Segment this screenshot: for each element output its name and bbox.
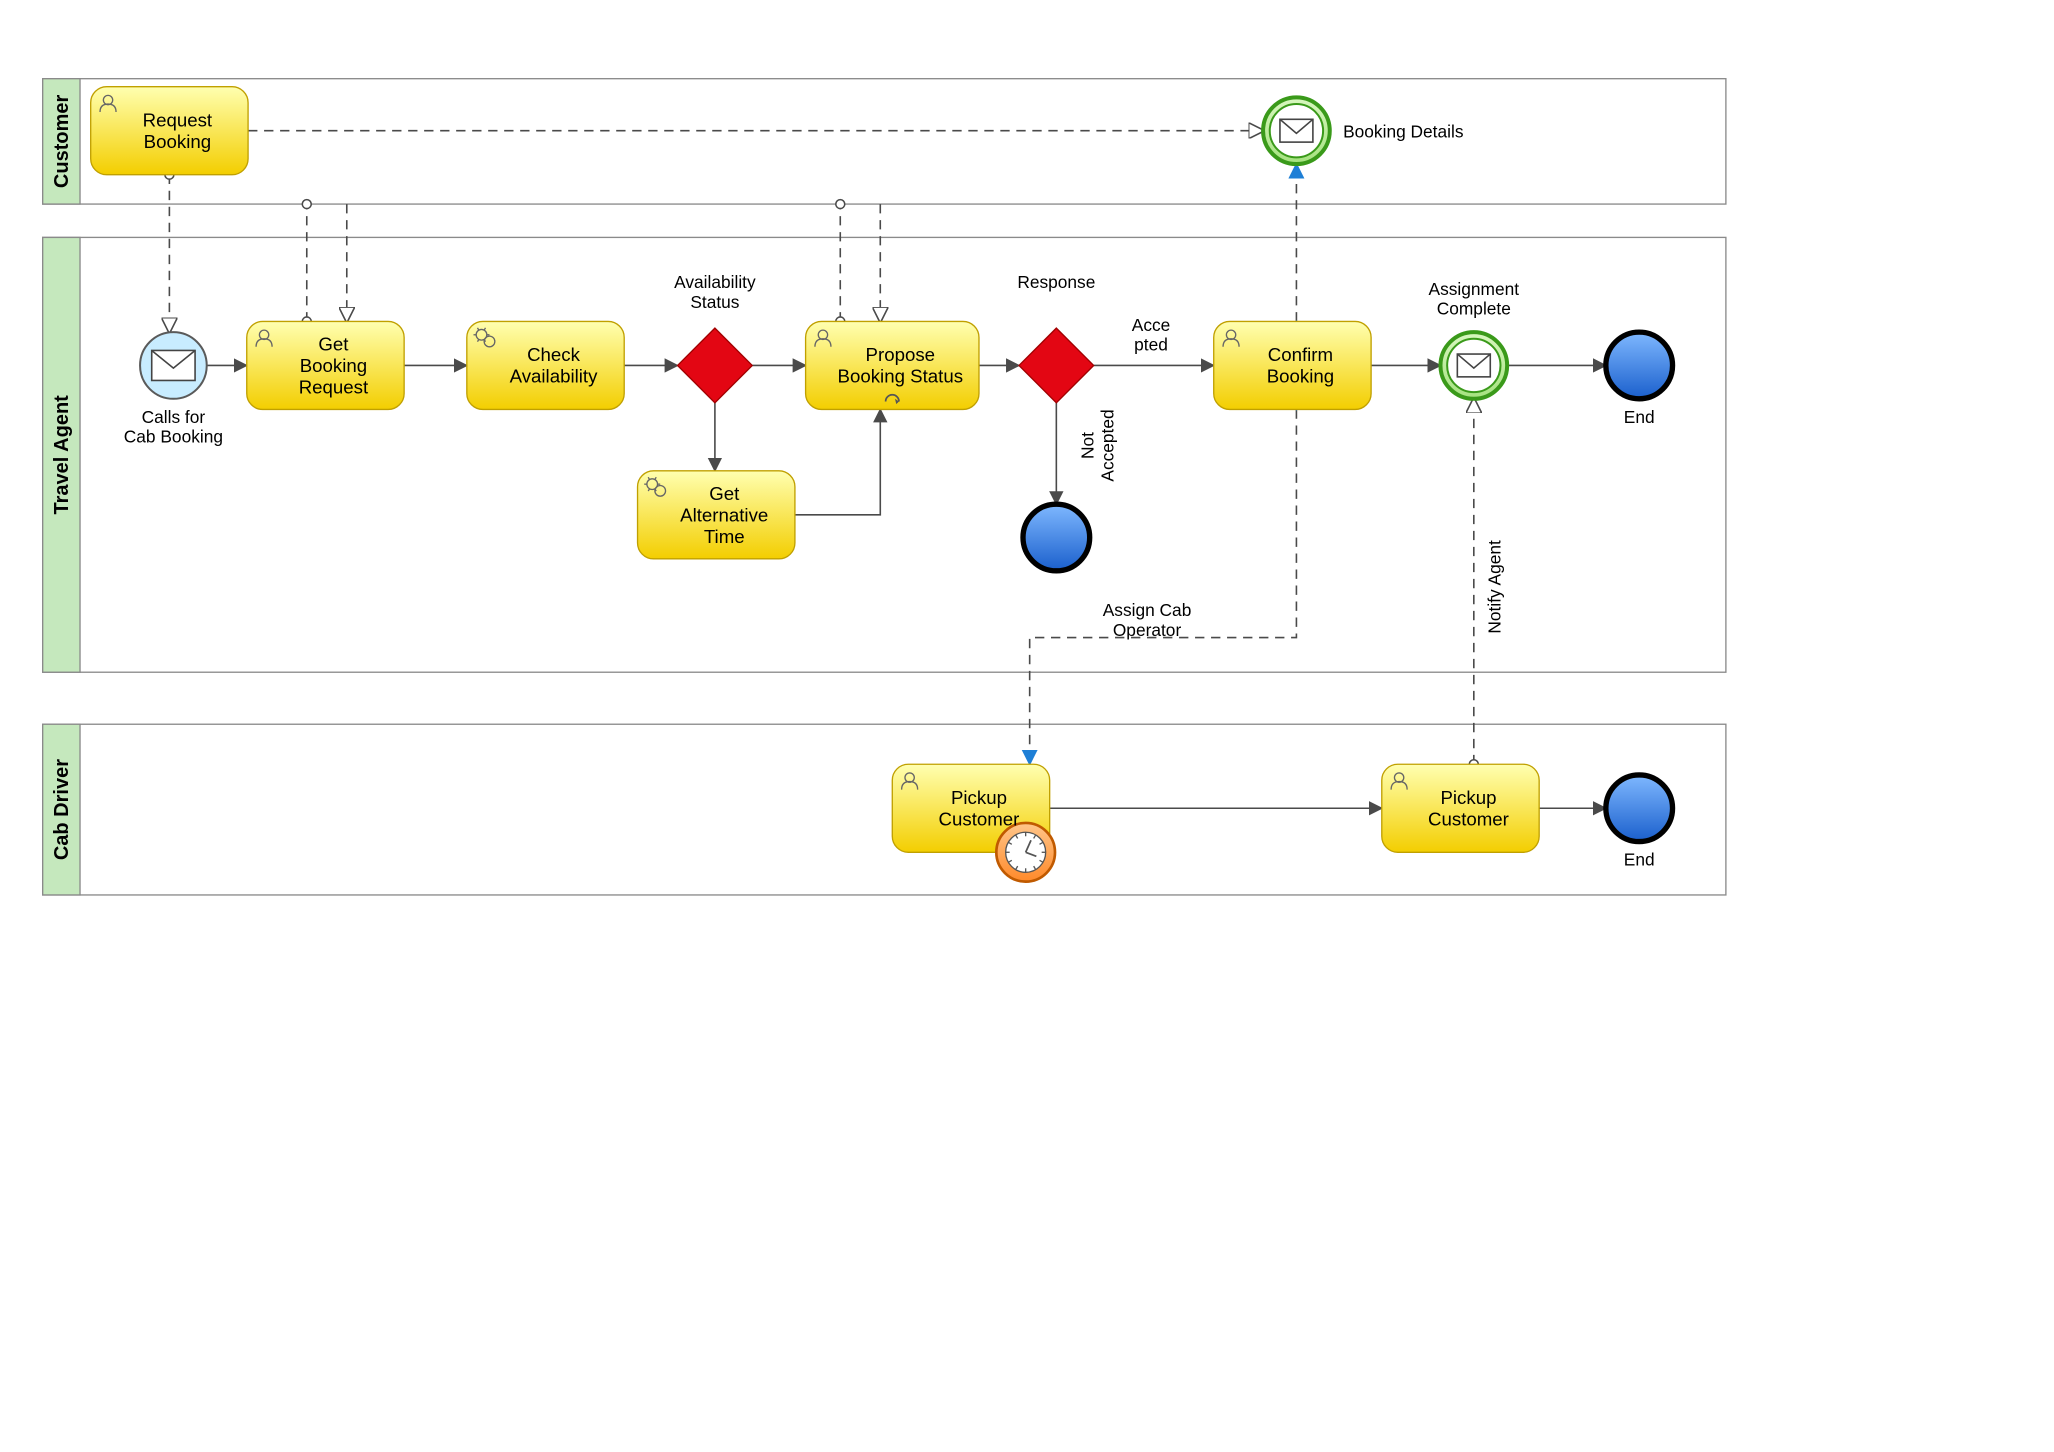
event-endDriver: [1606, 775, 1673, 842]
lane-customer: [43, 79, 1726, 204]
svg-text:AssignmentComplete: AssignmentComplete: [1429, 279, 1520, 319]
svg-text:Booking Details: Booking Details: [1343, 121, 1464, 141]
svg-text:Notify Agent: Notify Agent: [1484, 540, 1504, 634]
svg-text:Response: Response: [1017, 272, 1095, 292]
event-assignComp: [1440, 332, 1507, 399]
svg-text:Accepted: Accepted: [1132, 315, 1171, 355]
svg-text:RequestBooking: RequestBooking: [143, 110, 213, 152]
svg-text:End: End: [1624, 850, 1655, 870]
event-bookDet: [1263, 97, 1330, 164]
svg-text:Travel Agent: Travel Agent: [51, 395, 73, 515]
svg-text:Assign CabOperator: Assign CabOperator: [1103, 600, 1192, 640]
event-startCall: [140, 332, 207, 399]
bpmn-diagram: Customer Travel Agent Cab Driver Accepted No…: [0, 0, 2054, 1452]
event-endAgent: [1606, 332, 1673, 399]
svg-text:ConfirmBooking: ConfirmBooking: [1267, 344, 1334, 386]
event-endNA: [1023, 504, 1090, 571]
svg-text:Cab Driver: Cab Driver: [51, 759, 73, 860]
svg-text:End: End: [1624, 407, 1655, 427]
timer-icon: [996, 823, 1055, 882]
svg-text:Customer: Customer: [51, 94, 73, 188]
